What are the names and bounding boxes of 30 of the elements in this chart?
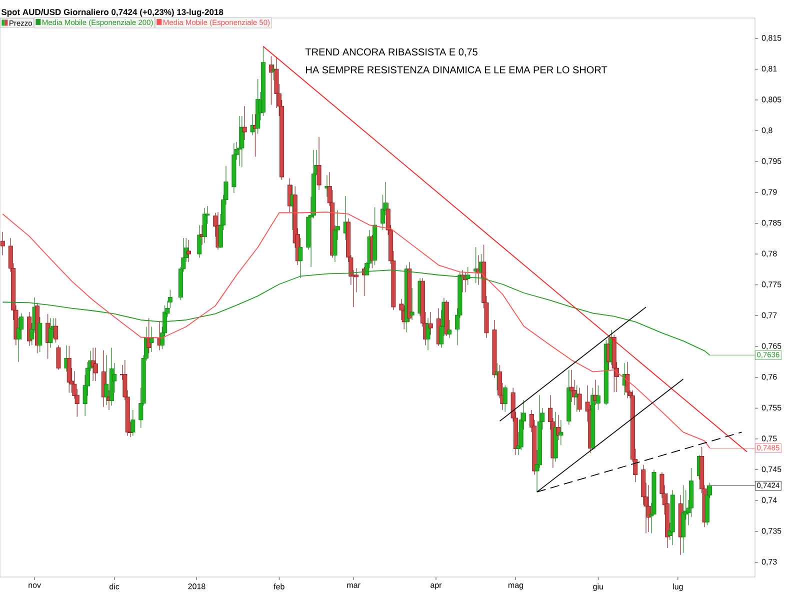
y-tick-label: 0,805 [762,96,782,104]
x-tick-label: nov [28,584,41,588]
annotation: TREND ANCORA RIBASSISTA E 0,75 [305,48,478,57]
y-tick-label: 0,745 [762,466,782,474]
y-tick-label: 0,755 [762,404,782,412]
x-tick-label: lug [673,584,683,591]
y-tick-label: 0,765 [762,343,782,350]
y-tick-label: 0,75 [762,436,777,442]
y-tick-label: 0,79 [762,189,777,196]
y-tick-label: 0,73 [762,558,777,566]
y-tick-label: 0,77 [762,312,777,319]
y-tick-label: 0,795 [762,158,782,165]
y-tick-label: 0,76 [762,374,777,381]
x-tick-label: 2018 [188,584,206,590]
y-tick-label: 0,815 [762,35,782,42]
annotation: HA SEMPRE RESISTENZA DINAMICA E LE EMA PER LO SHORT [306,66,608,74]
y-tick-label: 0,81 [762,66,777,72]
y-tick-label: 0,74 [762,497,777,504]
x-tick-label: giu [593,584,603,591]
y-tick-label: 0,78 [762,250,777,258]
y-tick-label: 0,775 [762,282,782,288]
x-tick-label: feb [274,584,284,590]
x-tick-label: mar [347,584,360,588]
x-tick-label: apr [430,584,442,590]
y-tick-label: 0,8 [762,127,772,134]
y-tick-label: 0,785 [762,220,782,227]
chart-title: Spot AUD/USD Giornaliero 0,7424 (+0,23%) 13-lug-2018 [1,8,224,17]
x-tick-label: dic [110,584,120,590]
y-tick-label: 0,735 [762,528,782,535]
x-tick-label: mag [508,584,524,590]
